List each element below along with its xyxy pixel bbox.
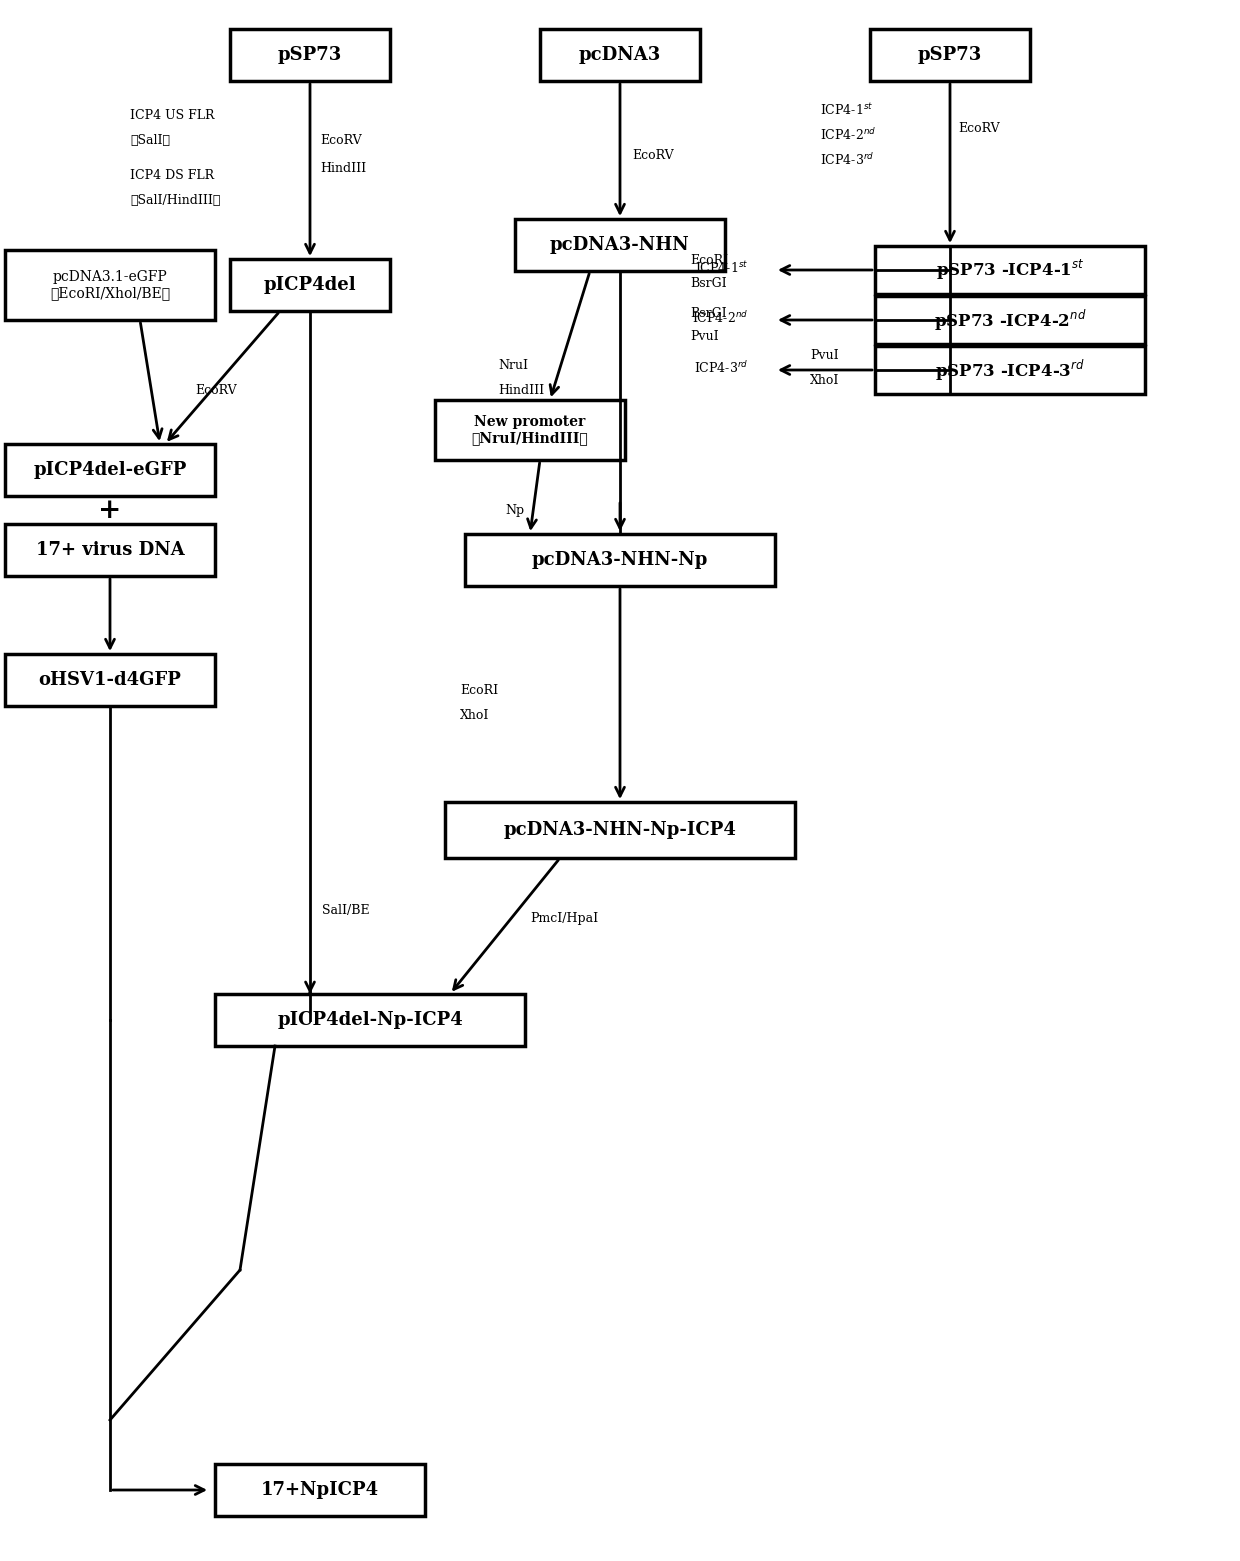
Text: pICP4del-eGFP: pICP4del-eGFP bbox=[33, 460, 187, 479]
Text: Np: Np bbox=[505, 504, 525, 517]
Text: ICP4-3$^{rd}$: ICP4-3$^{rd}$ bbox=[820, 151, 874, 169]
Text: ICP4-1$^{st}$: ICP4-1$^{st}$ bbox=[694, 261, 748, 276]
Text: 17+ virus DNA: 17+ virus DNA bbox=[36, 542, 185, 559]
Text: PvuI: PvuI bbox=[689, 329, 719, 342]
FancyBboxPatch shape bbox=[465, 534, 775, 585]
Text: pcDNA3: pcDNA3 bbox=[579, 45, 661, 64]
Text: PvuI: PvuI bbox=[810, 348, 838, 362]
Text: （SalI/HindIII）: （SalI/HindIII） bbox=[130, 194, 221, 206]
Text: +: + bbox=[98, 496, 122, 523]
Text: pSP73: pSP73 bbox=[278, 45, 342, 64]
Text: New promoter
（NruI/HindIII）: New promoter （NruI/HindIII） bbox=[471, 415, 588, 445]
Text: pcDNA3-NHN-Np-ICP4: pcDNA3-NHN-Np-ICP4 bbox=[503, 821, 737, 838]
FancyBboxPatch shape bbox=[5, 654, 215, 706]
Text: BsrGI: BsrGI bbox=[689, 276, 727, 289]
Text: （SalI）: （SalI） bbox=[130, 134, 170, 147]
Text: pcDNA3.1-eGFP
（EcoRI/Xhol/BE）: pcDNA3.1-eGFP （EcoRI/Xhol/BE） bbox=[50, 270, 170, 300]
FancyBboxPatch shape bbox=[875, 247, 1145, 293]
Text: EcoRV: EcoRV bbox=[320, 134, 362, 147]
Text: pICP4del-Np-ICP4: pICP4del-Np-ICP4 bbox=[277, 1012, 463, 1029]
FancyBboxPatch shape bbox=[215, 994, 525, 1046]
FancyBboxPatch shape bbox=[870, 30, 1030, 81]
Text: EcoRI: EcoRI bbox=[689, 253, 728, 267]
FancyBboxPatch shape bbox=[229, 30, 391, 81]
FancyBboxPatch shape bbox=[515, 219, 725, 272]
Text: XhoI: XhoI bbox=[810, 373, 839, 387]
Text: XhoI: XhoI bbox=[460, 709, 490, 721]
Text: BsrGI: BsrGI bbox=[689, 306, 727, 320]
Text: EcoRV: EcoRV bbox=[195, 384, 237, 396]
Text: NruI: NruI bbox=[498, 359, 528, 372]
Text: 17+NpICP4: 17+NpICP4 bbox=[260, 1481, 379, 1499]
Text: ICP4-2$^{nd}$: ICP4-2$^{nd}$ bbox=[820, 126, 877, 144]
Text: oHSV1-d4GFP: oHSV1-d4GFP bbox=[38, 671, 181, 688]
Text: PmcI/HpaI: PmcI/HpaI bbox=[529, 912, 598, 924]
FancyBboxPatch shape bbox=[215, 1464, 425, 1516]
Text: pICP4del: pICP4del bbox=[264, 276, 356, 293]
Text: pSP73 -ICP4-3$^{rd}$: pSP73 -ICP4-3$^{rd}$ bbox=[935, 357, 1085, 382]
Text: EcoRI: EcoRI bbox=[460, 684, 498, 696]
Text: ICP4 DS FLR: ICP4 DS FLR bbox=[130, 169, 215, 181]
Text: pSP73 -ICP4-1$^{st}$: pSP73 -ICP4-1$^{st}$ bbox=[936, 258, 1084, 283]
FancyBboxPatch shape bbox=[445, 802, 795, 859]
FancyBboxPatch shape bbox=[875, 347, 1145, 393]
Text: pcDNA3-NHN-Np: pcDNA3-NHN-Np bbox=[532, 551, 708, 570]
Text: SalI/BE: SalI/BE bbox=[322, 904, 370, 916]
Text: ICP4 US FLR: ICP4 US FLR bbox=[130, 109, 215, 122]
Text: ICP4-1$^{st}$: ICP4-1$^{st}$ bbox=[820, 101, 873, 117]
FancyBboxPatch shape bbox=[5, 443, 215, 496]
Text: HindIII: HindIII bbox=[498, 384, 544, 396]
FancyBboxPatch shape bbox=[5, 524, 215, 576]
FancyBboxPatch shape bbox=[5, 250, 215, 320]
FancyBboxPatch shape bbox=[875, 297, 1145, 343]
Text: HindIII: HindIII bbox=[320, 161, 366, 175]
Text: EcoRV: EcoRV bbox=[959, 122, 999, 134]
FancyBboxPatch shape bbox=[435, 400, 625, 460]
FancyBboxPatch shape bbox=[229, 259, 391, 311]
Text: EcoRV: EcoRV bbox=[632, 148, 673, 161]
Text: ICP4-3$^{rd}$: ICP4-3$^{rd}$ bbox=[693, 361, 748, 376]
Text: pSP73 -ICP4-2$^{nd}$: pSP73 -ICP4-2$^{nd}$ bbox=[934, 308, 1086, 332]
Text: pcDNA3-NHN: pcDNA3-NHN bbox=[551, 236, 689, 254]
Text: ICP4-2$^{nd}$: ICP4-2$^{nd}$ bbox=[692, 311, 748, 326]
Text: pSP73: pSP73 bbox=[918, 45, 982, 64]
FancyBboxPatch shape bbox=[539, 30, 701, 81]
